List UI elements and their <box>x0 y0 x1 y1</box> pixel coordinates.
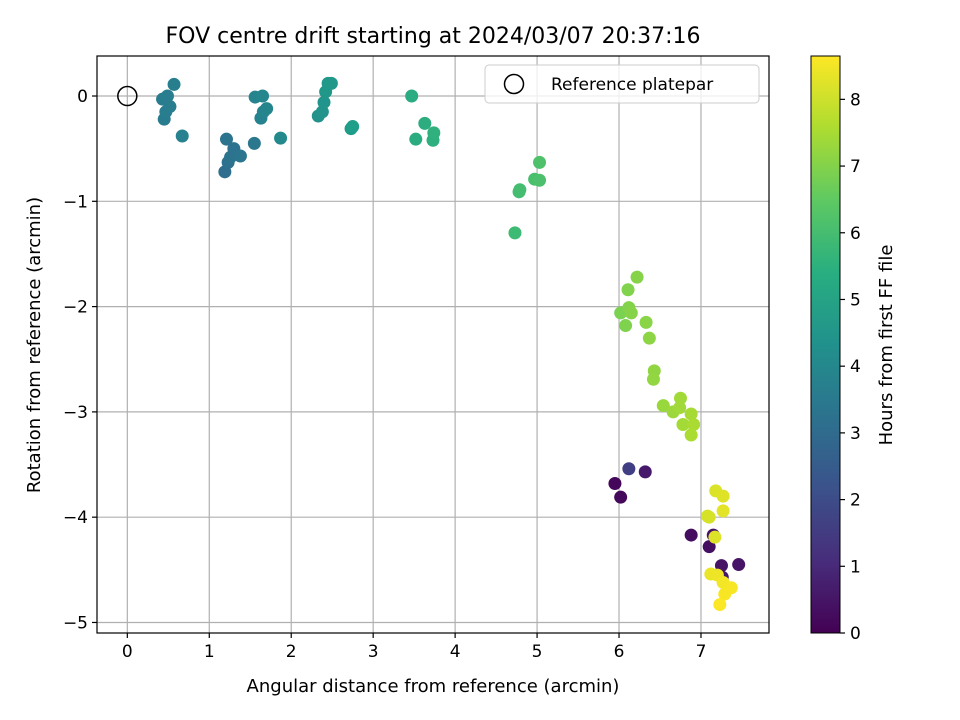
y-tick-label: −5 <box>63 613 88 633</box>
data-point <box>160 89 174 103</box>
colorbar-tick-label: 5 <box>850 290 861 310</box>
data-point <box>619 319 633 333</box>
data-point <box>622 462 636 476</box>
colorbar: 0 1 2 3 4 5 6 7 8 Hours from first FF file <box>810 55 897 644</box>
reference-point-marker <box>117 85 138 107</box>
data-point <box>673 391 687 405</box>
colorbar-tick-label: 2 <box>850 491 861 511</box>
data-points <box>156 76 746 612</box>
legend-label: Reference platepar <box>551 75 713 95</box>
data-point <box>513 183 527 197</box>
data-point <box>718 587 732 601</box>
x-tick-label: 0 <box>122 642 133 662</box>
colorbar-tick-label: 4 <box>850 357 861 377</box>
data-point <box>630 270 644 284</box>
x-tick-label: 2 <box>286 642 297 662</box>
y-tick-label: −1 <box>63 192 88 212</box>
y-tick-label: −2 <box>63 298 88 318</box>
data-point <box>676 418 690 432</box>
data-point <box>656 399 670 413</box>
colorbar-tick-label: 3 <box>850 424 861 444</box>
data-point <box>716 489 730 503</box>
y-axis-ticks: 0 −1 −2 −3 −4 −5 <box>63 87 97 633</box>
data-point <box>427 126 441 140</box>
data-point <box>233 149 247 163</box>
x-tick-label: 6 <box>614 642 625 662</box>
data-point <box>646 372 660 386</box>
data-point <box>702 510 716 524</box>
data-point <box>260 102 274 116</box>
grid-lines <box>97 56 769 633</box>
data-point <box>713 598 727 612</box>
data-point <box>639 315 653 329</box>
data-point <box>684 428 698 442</box>
x-tick-label: 5 <box>532 642 543 662</box>
data-point <box>409 132 423 146</box>
legend-marker <box>503 73 525 95</box>
data-point <box>702 540 716 554</box>
data-point <box>256 89 270 103</box>
data-point <box>247 136 261 150</box>
y-tick-label: −4 <box>63 508 88 528</box>
y-tick-label: −3 <box>63 403 88 423</box>
y-axis-label: Rotation from reference (arcmin) <box>24 197 45 493</box>
data-point <box>621 283 635 297</box>
data-point <box>533 173 547 187</box>
colorbar-tick-label: 7 <box>850 157 861 177</box>
data-point <box>317 95 331 109</box>
data-point <box>608 476 622 490</box>
data-point <box>638 465 652 479</box>
data-point <box>732 558 746 572</box>
data-point <box>219 132 233 146</box>
data-point <box>673 401 687 415</box>
data-point <box>175 129 189 143</box>
data-point <box>418 116 432 130</box>
y-tick-label: 0 <box>77 87 88 107</box>
data-point <box>274 131 288 145</box>
legend: Reference platepar <box>484 64 760 104</box>
data-point <box>684 528 698 542</box>
data-point <box>405 89 419 103</box>
plot-frame <box>96 55 770 634</box>
colorbar-tick-label: 1 <box>850 557 861 577</box>
data-point <box>346 120 360 134</box>
data-point <box>687 418 701 432</box>
data-point <box>167 77 181 91</box>
x-tick-label: 3 <box>368 642 379 662</box>
chart-title: FOV centre drift starting at 2024/03/07 … <box>166 24 701 49</box>
colorbar-tick-label: 8 <box>850 90 861 110</box>
data-point <box>508 226 522 240</box>
data-point <box>624 306 638 320</box>
colorbar-tick-label: 0 <box>850 624 861 644</box>
x-axis-ticks: 0 1 2 3 4 5 6 7 <box>122 633 706 662</box>
data-point <box>324 76 338 90</box>
colorbar-ticks: 0 1 2 3 4 5 6 7 8 <box>840 90 861 644</box>
x-tick-label: 7 <box>696 642 707 662</box>
data-point <box>708 530 722 544</box>
colorbar-tick-label: 6 <box>850 224 861 244</box>
data-point <box>642 331 656 345</box>
data-point <box>716 504 730 518</box>
colorbar-label: Hours from first FF file <box>876 245 897 446</box>
x-axis-label: Angular distance from reference (arcmin) <box>247 676 620 697</box>
data-point <box>614 490 628 504</box>
x-tick-label: 1 <box>204 642 215 662</box>
data-point <box>684 407 698 421</box>
data-point <box>533 155 547 169</box>
legend-box <box>484 64 760 104</box>
colorbar-gradient <box>810 55 841 634</box>
x-tick-label: 4 <box>450 642 461 662</box>
